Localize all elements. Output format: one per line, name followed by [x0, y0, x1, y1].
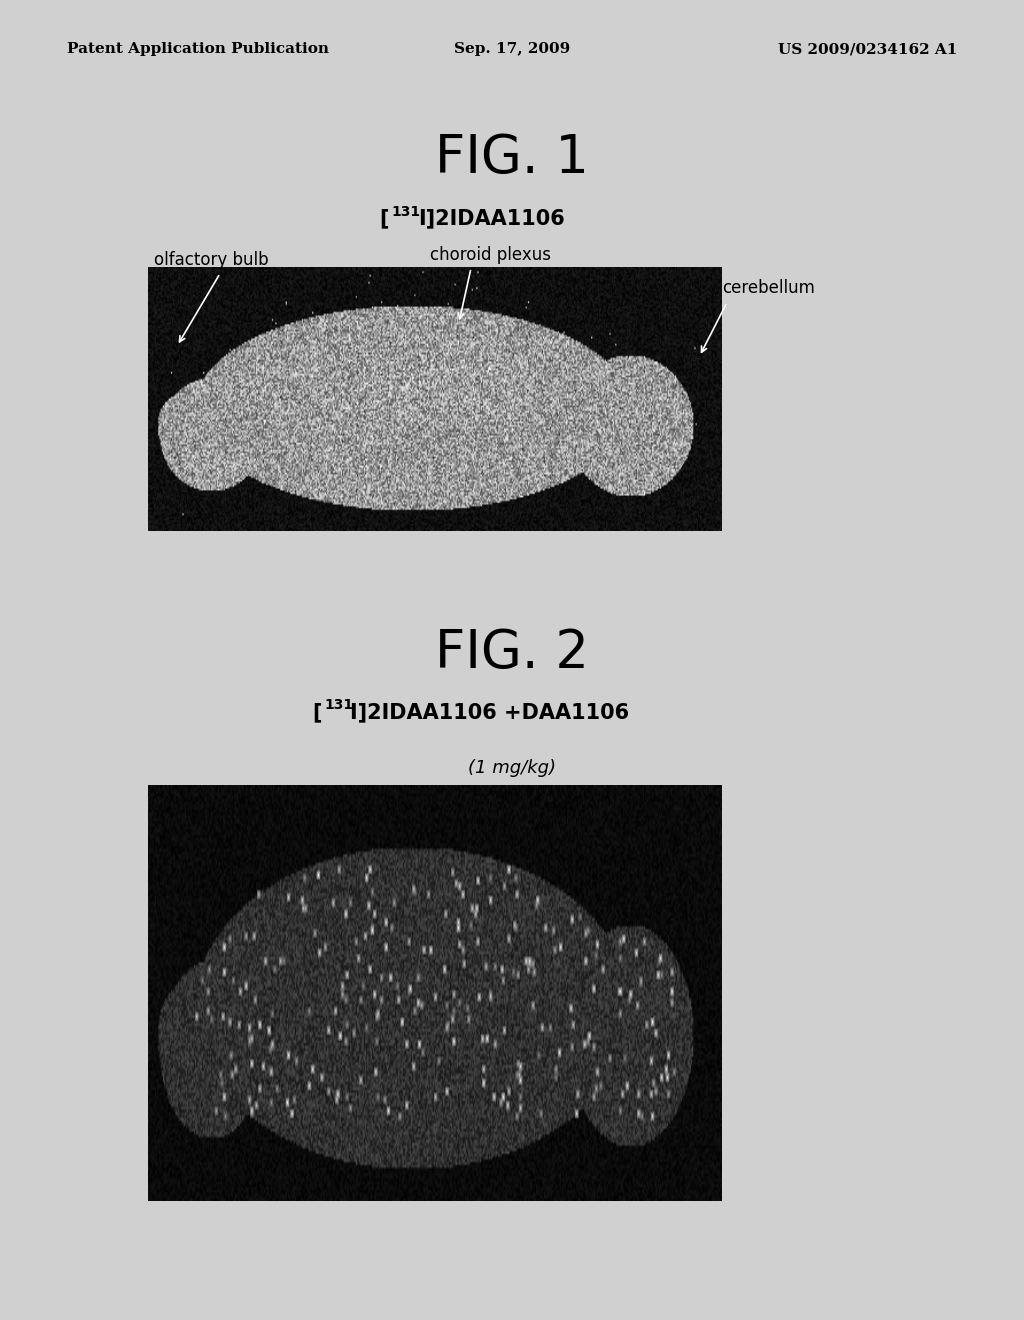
Text: [: [ — [312, 702, 322, 722]
Text: I]2IDAA1106 +DAA1106: I]2IDAA1106 +DAA1106 — [350, 702, 630, 722]
Text: Sep. 17, 2009: Sep. 17, 2009 — [454, 42, 570, 57]
Text: I]2IDAA1106: I]2IDAA1106 — [418, 209, 564, 228]
Text: 131: 131 — [391, 205, 420, 219]
Text: Patent Application Publication: Patent Application Publication — [67, 42, 329, 57]
Text: [: [ — [379, 209, 388, 228]
Text: 131: 131 — [325, 698, 353, 713]
Text: FIG. 2: FIG. 2 — [435, 627, 589, 678]
Text: US 2009/0234162 A1: US 2009/0234162 A1 — [778, 42, 957, 57]
Text: FIG. 1: FIG. 1 — [435, 132, 589, 183]
Text: (1 mg/kg): (1 mg/kg) — [468, 759, 556, 777]
Text: cerebellum: cerebellum — [722, 279, 815, 297]
Text: choroid plexus: choroid plexus — [430, 246, 551, 264]
Text: olfactory bulb: olfactory bulb — [154, 251, 268, 269]
